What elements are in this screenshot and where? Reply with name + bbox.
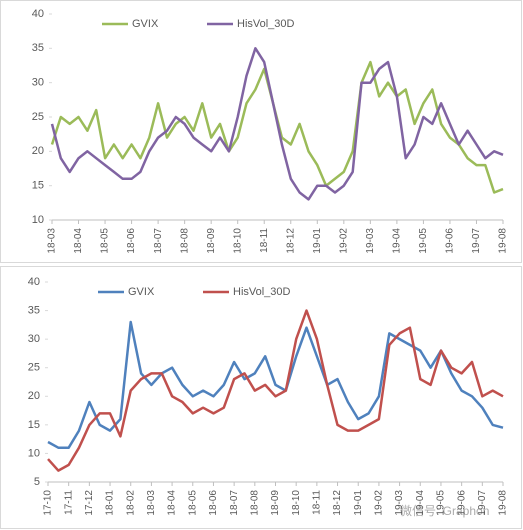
x-tick-label: 17-10 [43,490,54,516]
x-tick-label: 18-08 [179,228,190,254]
x-tick-label: 17-12 [84,490,95,516]
y-tick-label: 5 [34,476,40,488]
watermark: 微信号: Graphon [400,504,489,518]
x-tick-label: 18-07 [153,228,164,254]
y-tick-label: 35 [32,42,44,54]
x-tick-label: 18-02 [125,490,136,516]
x-tick-label: 19-04 [392,228,403,254]
x-tick-label: 18-03 [146,490,157,516]
y-tick-label: 30 [32,77,44,89]
x-tick-label: 18-10 [291,490,302,516]
x-tick-label: 18-05 [187,490,198,516]
x-tick-label: 18-04 [167,490,178,516]
y-tick-label: 20 [32,145,44,157]
y-tick-label: 15 [32,180,44,192]
x-tick-label: 18-10 [232,228,243,254]
x-tick-label: 19-06 [456,490,467,516]
y-tick-label: 15 [28,419,40,431]
legend-label: HisVol_30D [233,286,291,298]
series-line [47,309,504,472]
x-tick-label: 19-05 [436,490,447,516]
legend-label: GVIX [132,18,159,30]
x-tick-label: 19-07 [477,490,488,516]
x-tick-label: 19-04 [415,490,426,516]
x-tick-label: 18-12 [332,490,343,516]
x-tick-label: 17-11 [63,490,74,515]
x-tick-label: 19-03 [365,228,376,254]
x-tick-label: 18-01 [105,490,116,516]
y-tick-label: 40 [32,8,44,20]
y-tick-label: 30 [28,333,40,345]
x-tick-label: 18-04 [73,228,84,254]
x-tick-label: 18-09 [206,228,217,254]
y-tick-label: 20 [28,390,40,402]
x-tick-label: 18-05 [100,228,111,254]
x-tick-label: 18-06 [126,228,137,254]
x-tick-label: 19-01 [353,490,364,516]
legend-label: GVIX [128,286,155,298]
x-tick-label: 18-12 [285,228,296,254]
x-tick-label: 18-03 [47,228,58,254]
x-tick-label: 18-07 [229,490,240,516]
x-tick-label: 18-11 [312,490,323,515]
x-tick-label: 19-08 [498,228,509,254]
x-tick-label: 19-02 [374,490,385,516]
y-tick-label: 10 [28,447,40,459]
x-tick-label: 19-05 [418,228,429,254]
y-tick-label: 35 [28,304,40,316]
series-line [50,47,504,201]
x-tick-label: 18-08 [249,490,260,516]
x-tick-label: 19-06 [445,228,456,254]
y-tick-label: 25 [32,111,44,123]
legend-label: HisVol_30D [237,18,295,30]
x-tick-label: 19-03 [394,490,405,516]
x-tick-label: 19-02 [338,228,349,254]
series-line [47,320,504,449]
x-tick-label: 18-09 [270,490,281,516]
x-tick-label: 18-06 [208,490,219,516]
x-tick-label: 19-01 [312,228,323,254]
frame [0,266,522,529]
y-tick-label: 40 [28,276,40,288]
y-tick-label: 10 [32,214,44,226]
y-tick-label: 25 [28,362,40,374]
frame [0,0,522,263]
x-tick-label: 18-11 [259,228,270,253]
x-tick-label: 19-08 [498,490,509,516]
x-tick-label: 19-07 [471,228,482,254]
